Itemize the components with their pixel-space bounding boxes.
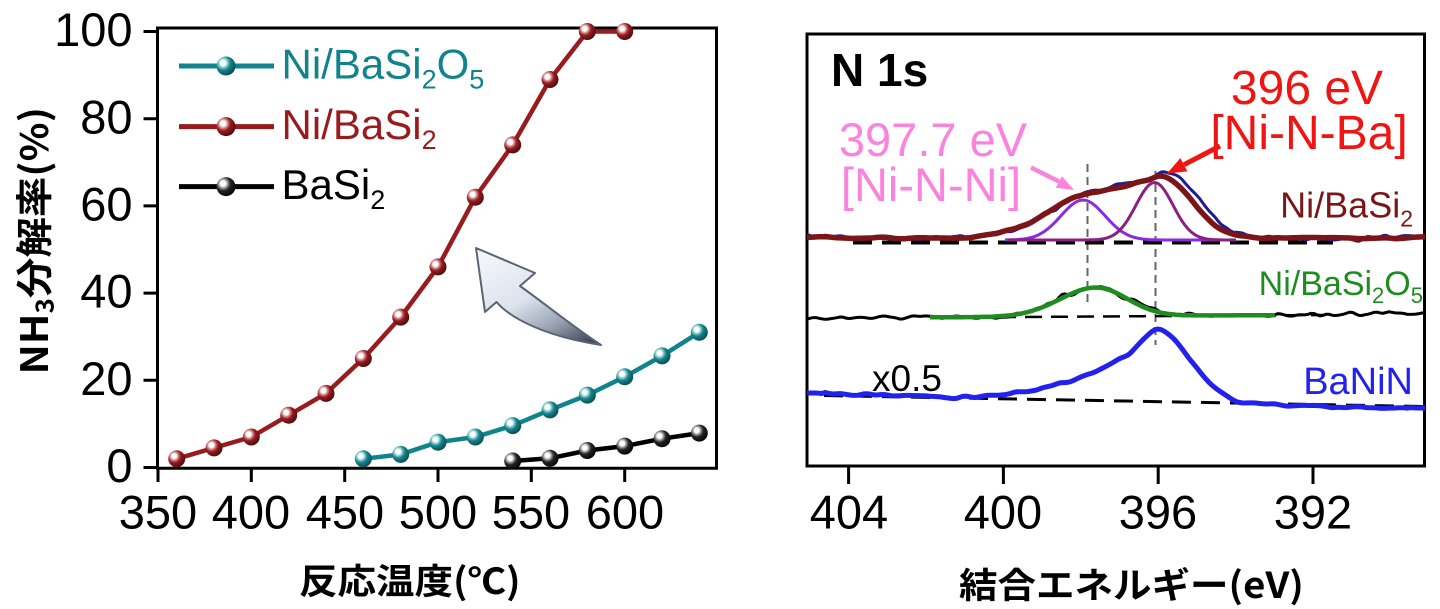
svg-text:Ni/BaSi2O5: Ni/BaSi2O5 [1259,265,1423,308]
svg-text:450: 450 [306,486,384,539]
svg-text:[Ni-N-Ba]: [Ni-N-Ba] [1210,107,1407,160]
svg-text:400: 400 [964,486,1042,539]
svg-text:BaSi2: BaSi2 [282,161,386,215]
svg-text:BaNiN: BaNiN [1303,361,1413,403]
svg-text:20: 20 [80,352,132,405]
svg-text:400: 400 [212,486,290,539]
svg-text:392: 392 [1274,486,1352,539]
svg-text:600: 600 [586,486,664,539]
svg-text:x0.5: x0.5 [872,358,942,399]
svg-text:500: 500 [399,486,477,539]
svg-text:60: 60 [80,178,132,231]
svg-text:Ni/BaSi2O5: Ni/BaSi2O5 [282,40,485,94]
svg-text:550: 550 [492,486,570,539]
svg-text:397.7 eV: 397.7 eV [839,113,1028,166]
svg-text:Ni/BaSi2: Ni/BaSi2 [282,101,437,155]
svg-text:350: 350 [119,486,197,539]
svg-text:40: 40 [80,265,132,318]
svg-text:0: 0 [106,439,132,492]
svg-text:[Ni-N-Ni]: [Ni-N-Ni] [841,158,1021,211]
svg-text:Ni/BaSi2: Ni/BaSi2 [1280,185,1413,232]
svg-text:396 eV: 396 eV [1231,62,1383,115]
svg-text:N 1s: N 1s [831,44,928,96]
svg-text:100: 100 [54,3,132,56]
svg-text:404: 404 [810,486,888,539]
svg-text:80: 80 [80,90,132,143]
svg-text:396: 396 [1119,486,1197,539]
